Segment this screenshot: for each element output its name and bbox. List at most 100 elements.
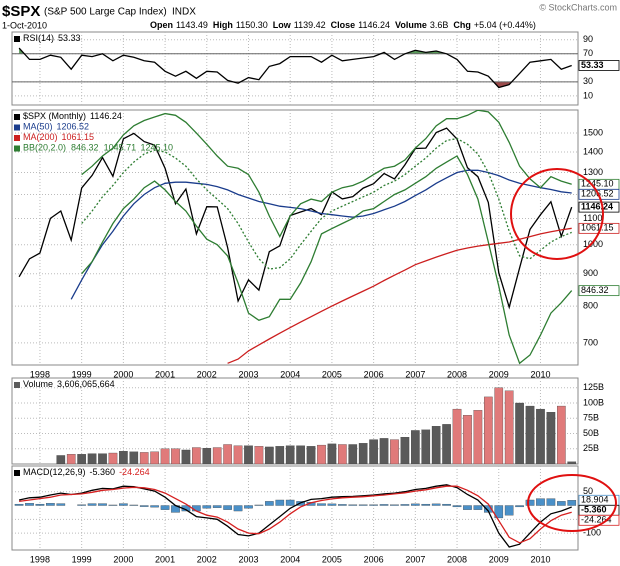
symbol: $SPX [2,3,40,20]
legend-value: 1146.24 [90,111,122,121]
y-tick-label: 30 [583,76,593,86]
bar [379,504,389,506]
exchange: INDX [172,7,196,18]
x-tick-label: 2002 [197,369,217,379]
bar [421,503,431,506]
legend-marker [14,114,20,120]
bar [411,430,420,464]
bar [504,505,514,516]
legend-label: RSI(14) [23,33,54,43]
bar [233,505,243,512]
bar [171,448,180,464]
symbol-name: (S&P 500 Large Cap Index) [44,7,167,18]
bar [515,505,524,508]
legend-value: 1061.15 [62,132,95,142]
plot-area [12,47,578,89]
bar [306,446,316,464]
x-tick-label: 2002 [197,554,217,564]
bar [139,452,149,464]
y-tick-label: 1300 [583,167,603,177]
x-tick-label: 2004 [280,554,300,564]
legend-entry: BB(20,2.0) 846.32 1045.71 1245.10 [23,143,173,153]
quote-label: Volume [395,20,427,30]
x-tick-label: 1999 [72,369,92,379]
bar [150,505,159,508]
bar [421,429,431,464]
bar [463,415,472,464]
bar [567,500,577,506]
bar [285,445,295,464]
band-line [81,137,572,270]
legend-marker [14,145,20,152]
bar [77,504,86,506]
bar [66,454,76,464]
bar [484,396,493,464]
value-tag-box [578,285,620,297]
bar [160,505,170,510]
bar [25,503,34,506]
legend-label: BB(20,2.0) [23,143,66,153]
x-tick-label: 2008 [447,554,467,564]
bar [452,505,462,508]
legend-value: -5.360 [90,467,116,477]
legend-label: MA(50) [23,122,53,132]
bar [87,453,97,464]
bar [108,452,118,464]
bar [556,501,566,506]
x-tick-label: 2001 [155,554,175,564]
bar [546,498,556,506]
quote-value: 1143.49 [176,20,208,30]
legend-entry: $SPX (Monthly) 1146.24 [23,111,122,121]
bar [525,499,535,506]
bar [327,443,337,464]
bar [139,505,149,507]
bar [515,402,524,464]
bar [296,445,305,464]
quote-value: +5.04 (+0.44%) [474,20,536,30]
source: © StockCharts.com [539,2,617,12]
bar [77,454,86,464]
y-tick-label: -100 [583,528,601,538]
bar [473,410,483,464]
series-line [18,47,572,89]
quote-label: High [213,20,233,30]
legend-value: 1206.52 [57,122,90,132]
bar [35,503,45,506]
bar [212,505,222,508]
bar [98,453,107,464]
bar [494,505,504,519]
bar [411,503,420,506]
legend-label: MACD(12,26,9) [23,467,86,477]
bar [202,447,212,464]
bar [254,446,264,464]
bar [452,408,462,464]
quote-value: 3.6B [430,20,449,30]
bar [119,451,128,464]
series-line [19,485,572,544]
bar [265,501,274,506]
bar [400,437,410,464]
bar [494,387,504,464]
bar [390,439,399,464]
value-tag: 1206.52 [581,189,614,199]
bar [56,503,66,506]
value-tag: 18.904 [581,495,609,505]
bar [358,504,368,506]
bar [285,499,295,506]
x-tick-label: 2001 [155,369,175,379]
bar [536,408,545,464]
legend-label: Volume [23,379,53,389]
bar [202,505,212,509]
band-line [81,155,573,365]
quote-label: Low [273,20,292,30]
value-tag: 53.33 [581,60,604,70]
bar [369,439,378,464]
legend-entry: Volume 3,606,065,664 [23,379,115,389]
bar [504,390,514,464]
y-tick-label: 90 [583,34,593,44]
bar [108,504,118,506]
bar [536,498,545,506]
legend-entry: RSI(14) 53.33 [23,33,81,43]
